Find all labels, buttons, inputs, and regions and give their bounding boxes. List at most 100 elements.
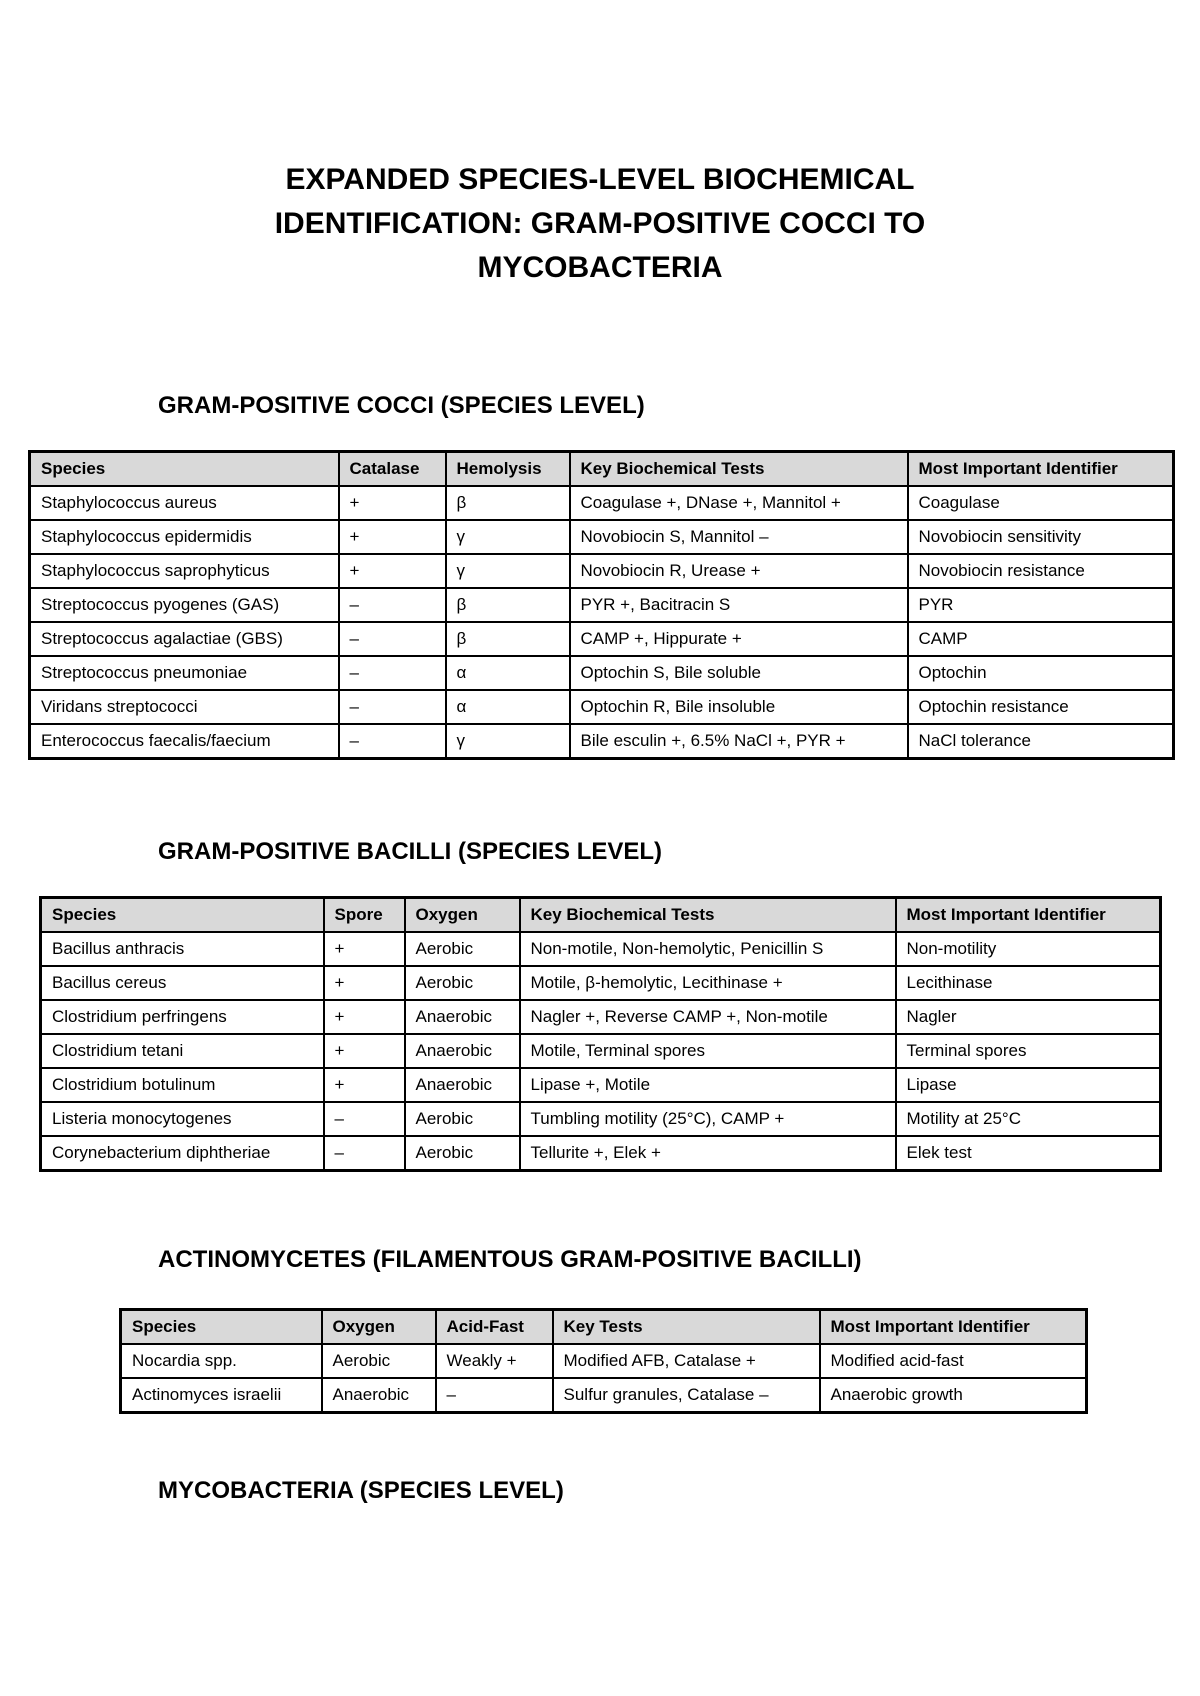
table-cell: Optochin S, Bile soluble <box>568 655 909 691</box>
cocci-table: Species Catalase Hemolysis Key Biochemical … <box>28 450 1175 760</box>
table-cell: γ <box>444 723 571 760</box>
table-cell: β <box>444 621 571 657</box>
table-cell: CAMP +, Hippurate + <box>568 621 909 657</box>
table-row: Enterococcus faecalis/faecium – γ Bile escu… <box>28 723 1175 760</box>
column-header: Hemolysis <box>444 450 571 487</box>
section-heading-actinomycetes: ACTINOMYCETES (FILAMENTOUS GRAM-POSITIVE… <box>158 1246 862 1273</box>
table-cell: + <box>337 485 447 521</box>
table-cell: Aerobic <box>403 931 521 967</box>
bacilli-table: Species Spore Oxygen Key Biochemical Tests M… <box>39 896 1162 1172</box>
table-cell: – <box>337 587 447 623</box>
table-cell: + <box>322 965 406 1001</box>
table-cell: Motile, Terminal spores <box>518 1033 897 1069</box>
title-line: EXPANDED SPECIES-LEVEL BIOCHEMICAL <box>285 163 915 196</box>
table-cell: Tellurite +, Elek + <box>518 1135 897 1172</box>
table-row: Staphylococcus saprophyticus + γ Novobiocin… <box>28 553 1175 589</box>
table-cell: Coagulase +, DNase +, Mannitol + <box>568 485 909 521</box>
table-cell: Listeria monocytogenes <box>39 1101 325 1137</box>
table-cell: Streptococcus agalactiae (GBS) <box>28 621 340 657</box>
table-cell: Anaerobic <box>320 1377 437 1414</box>
table-cell: Optochin R, Bile insoluble <box>568 689 909 725</box>
table-row: Streptococcus pneumoniae – α Optochin S, Bi… <box>28 655 1175 691</box>
table-cell: + <box>337 519 447 555</box>
table-cell: Novobiocin R, Urease + <box>568 553 909 589</box>
table-row: Nocardia spp. Aerobic Weakly + Modified AFB… <box>119 1343 1088 1379</box>
table-cell: Lecithinase <box>894 965 1162 1001</box>
column-header: Oxygen <box>320 1308 437 1345</box>
table-row: Listeria monocytogenes – Aerobic Tumbling m… <box>39 1101 1162 1137</box>
table-row: Clostridium botulinum + Anaerobic Lipase +,… <box>39 1067 1162 1103</box>
table-cell: Nagler <box>894 999 1162 1035</box>
table-cell: – <box>337 723 447 760</box>
table-cell: Modified acid-fast <box>818 1343 1088 1379</box>
column-header: Key Biochemical Tests <box>518 896 897 933</box>
table-cell: CAMP <box>906 621 1175 657</box>
column-header: Spore <box>322 896 406 933</box>
column-header: Most Important Identifier <box>894 896 1162 933</box>
table-cell: Clostridium tetani <box>39 1033 325 1069</box>
table-cell: Optochin resistance <box>906 689 1175 725</box>
column-header: Catalase <box>337 450 447 487</box>
table-cell: α <box>444 689 571 725</box>
table-cell: – <box>434 1377 554 1414</box>
table-cell: Coagulase <box>906 485 1175 521</box>
table-row: Actinomyces israelii Anaerobic – Sulfur gra… <box>119 1377 1088 1414</box>
table-cell: PYR <box>906 587 1175 623</box>
table-cell: + <box>337 553 447 589</box>
table-cell: Modified AFB, Catalase + <box>551 1343 821 1379</box>
table-cell: Anaerobic <box>403 1033 521 1069</box>
table-row: Streptococcus pyogenes (GAS) – β PYR +, Bac… <box>28 587 1175 623</box>
table-row: Corynebacterium diphtheriae – Aerobic Tellu… <box>39 1135 1162 1172</box>
table-cell: Optochin <box>906 655 1175 691</box>
table-cell: Non-motility <box>894 931 1162 967</box>
table-cell: Streptococcus pneumoniae <box>28 655 340 691</box>
table-cell: Nagler +, Reverse CAMP +, Non-motile <box>518 999 897 1035</box>
table-cell: Staphylococcus aureus <box>28 485 340 521</box>
table-cell: Lipase +, Motile <box>518 1067 897 1103</box>
column-header: Key Tests <box>551 1308 821 1345</box>
section-heading-cocci: GRAM-POSITIVE COCCI (SPECIES LEVEL) <box>158 392 645 419</box>
table-row: Clostridium perfringens + Anaerobic Nagler … <box>39 999 1162 1035</box>
table-cell: PYR +, Bacitracin S <box>568 587 909 623</box>
table-cell: + <box>322 999 406 1035</box>
table-cell: Aerobic <box>403 965 521 1001</box>
table-cell: Viridans streptococci <box>28 689 340 725</box>
column-header: Acid-Fast <box>434 1308 554 1345</box>
table-cell: Nocardia spp. <box>119 1343 323 1379</box>
table-cell: Novobiocin S, Mannitol – <box>568 519 909 555</box>
table-cell: Bacillus anthracis <box>39 931 325 967</box>
table-cell: Novobiocin resistance <box>906 553 1175 589</box>
table-cell: – <box>337 655 447 691</box>
column-header: Species <box>28 450 340 487</box>
table-cell: Elek test <box>894 1135 1162 1172</box>
table-cell: Sulfur granules, Catalase – <box>551 1377 821 1414</box>
table-cell: + <box>322 931 406 967</box>
table-row: Streptococcus agalactiae (GBS) – β CAMP +, … <box>28 621 1175 657</box>
table-cell: Enterococcus faecalis/faecium <box>28 723 340 760</box>
table-cell: Novobiocin sensitivity <box>906 519 1175 555</box>
column-header: Species <box>39 896 325 933</box>
table-cell: Staphylococcus saprophyticus <box>28 553 340 589</box>
header-row: Species Catalase Hemolysis Key Biochemical … <box>28 450 1175 487</box>
column-header: Species <box>119 1308 323 1345</box>
table-cell: + <box>322 1067 406 1103</box>
table-row: Staphylococcus aureus + β Coagulase +, DNas… <box>28 485 1175 521</box>
table-cell: β <box>444 587 571 623</box>
table-cell: Streptococcus pyogenes (GAS) <box>28 587 340 623</box>
table-cell: Tumbling motility (25°C), CAMP + <box>518 1101 897 1137</box>
column-header: Most Important Identifier <box>906 450 1175 487</box>
table-cell: Non-motile, Non-hemolytic, Penicillin S <box>518 931 897 967</box>
table-row: Clostridium tetani + Anaerobic Motile, Term… <box>39 1033 1162 1069</box>
column-header: Key Biochemical Tests <box>568 450 909 487</box>
header-row: Species Spore Oxygen Key Biochemical Tests M… <box>39 896 1162 933</box>
table-cell: Anaerobic growth <box>818 1377 1088 1414</box>
table-cell: Clostridium botulinum <box>39 1067 325 1103</box>
table-cell: Terminal spores <box>894 1033 1162 1069</box>
table-cell: Weakly + <box>434 1343 554 1379</box>
actinomycetes-table: Species Oxygen Acid-Fast Key Tests Most Impo… <box>119 1308 1088 1414</box>
table-cell: α <box>444 655 571 691</box>
table-cell: + <box>322 1033 406 1069</box>
document-title: EXPANDED SPECIES-LEVEL BIOCHEMICAL IDENT… <box>0 158 1200 290</box>
column-header: Oxygen <box>403 896 521 933</box>
table-cell: Aerobic <box>403 1101 521 1137</box>
